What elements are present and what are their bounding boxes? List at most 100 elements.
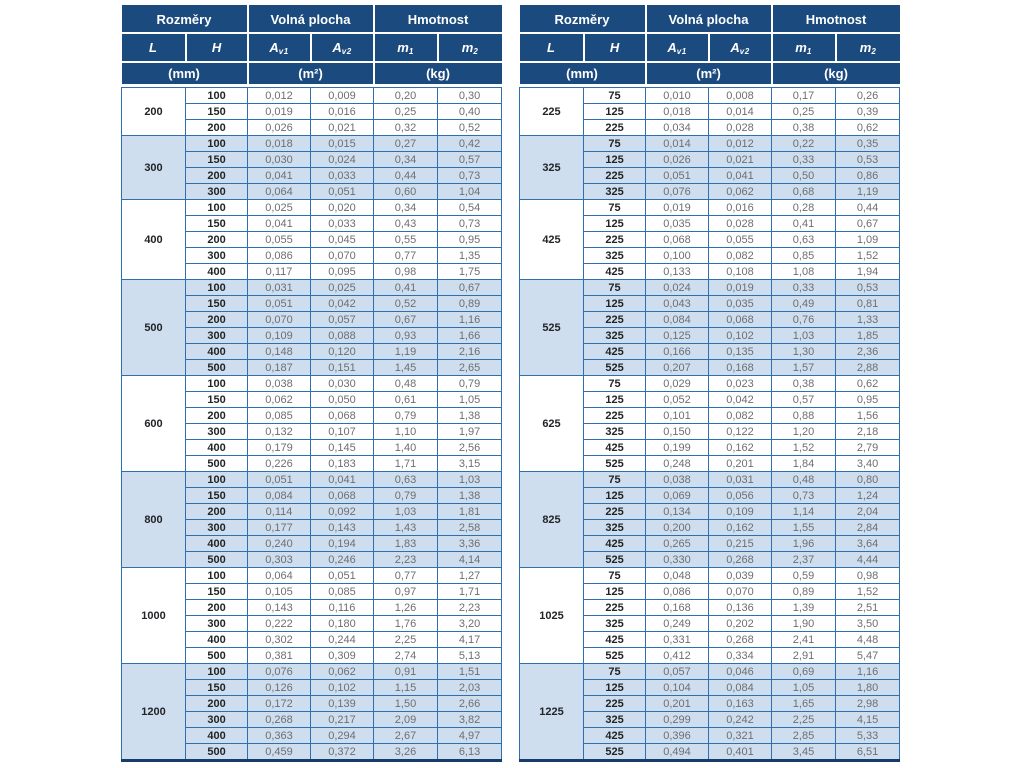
h-value-cell: 150 — [184, 295, 249, 312]
l-value-cell: 1000 — [121, 567, 186, 664]
l-value-cell: 200 — [121, 87, 186, 136]
value-cell: 0,041 — [310, 471, 375, 488]
value-cell: 0,93 — [373, 327, 439, 344]
h-value-cell: 325 — [582, 327, 647, 344]
col-header-Av2: Av2 — [708, 33, 773, 63]
table-row: 300 100 0,018 0,015 0,27 0,42 — [121, 135, 503, 200]
value-cell: 1,65 — [771, 695, 837, 712]
table-row: 500 0,226 0,183 1,71 3,15 — [122, 455, 503, 472]
table-row: 425 0,166 0,135 1,30 2,36 — [520, 343, 901, 360]
value-cell: 1,56 — [835, 407, 901, 424]
value-cell: 2,66 — [437, 695, 503, 712]
h-value-cell: 300 — [184, 615, 249, 632]
value-cell: 0,041 — [247, 167, 312, 184]
value-cell: 0,126 — [247, 679, 312, 696]
value-cell: 0,015 — [310, 135, 375, 152]
value-cell: 0,268 — [708, 551, 773, 568]
table-row: 225 0,084 0,068 0,76 1,33 — [520, 311, 901, 328]
table-row: 200 100 0,012 0,009 0,20 0,30 — [121, 87, 503, 136]
h-value-cell: 200 — [184, 167, 249, 184]
value-cell: 0,180 — [310, 615, 375, 632]
h-value-cell: 200 — [184, 407, 249, 424]
l-value-cell: 1200 — [121, 663, 186, 761]
table-row: 200 0,055 0,045 0,55 0,95 — [122, 231, 503, 248]
value-cell: 0,163 — [708, 695, 773, 712]
value-cell: 1,03 — [437, 471, 503, 488]
value-cell: 0,67 — [437, 279, 503, 296]
value-cell: 0,135 — [708, 343, 773, 360]
value-cell: 6,51 — [835, 743, 901, 761]
table-row: 150 0,030 0,024 0,34 0,57 — [122, 151, 503, 168]
value-cell: 0,194 — [310, 535, 375, 552]
value-cell: 0,55 — [373, 231, 439, 248]
value-cell: 0,116 — [310, 599, 375, 616]
table-row: 325 0,249 0,202 1,90 3,50 — [520, 615, 901, 632]
header-dimensions: Rozměry — [121, 6, 249, 34]
value-cell: 0,143 — [247, 599, 312, 616]
table-row: 325 0,200 0,162 1,55 2,84 — [520, 519, 901, 536]
value-cell: 0,019 — [645, 199, 710, 216]
value-cell: 3,40 — [835, 455, 901, 472]
value-cell: 0,014 — [708, 103, 773, 120]
value-cell: 1,85 — [835, 327, 901, 344]
h-value-cell: 500 — [184, 455, 249, 472]
value-cell: 0,082 — [708, 407, 773, 424]
table-row: 150 0,041 0,033 0,43 0,73 — [122, 215, 503, 232]
value-cell: 1,55 — [771, 519, 837, 536]
table-row: 500 0,303 0,246 2,23 4,14 — [122, 551, 503, 568]
h-value-cell: 525 — [582, 551, 647, 568]
value-cell: 0,242 — [708, 711, 773, 728]
col-header-L: L — [519, 33, 585, 63]
h-value-cell: 525 — [582, 359, 647, 376]
dimensions-table: Rozměry Volná plocha Hmotnost L H Av1 Av… — [519, 5, 901, 762]
value-cell: 0,95 — [835, 391, 901, 408]
h-value-cell: 150 — [184, 215, 249, 232]
value-cell: 0,201 — [708, 455, 773, 472]
value-cell: 0,334 — [708, 647, 773, 664]
table-row: 200 0,070 0,057 0,67 1,16 — [122, 311, 503, 328]
value-cell: 2,85 — [771, 727, 837, 744]
table-row: 125 0,086 0,070 0,89 1,52 — [520, 583, 901, 600]
h-value-cell: 325 — [582, 183, 647, 200]
value-cell: 0,095 — [310, 263, 375, 280]
value-cell: 0,102 — [310, 679, 375, 696]
value-cell: 0,268 — [708, 631, 773, 648]
value-cell: 0,179 — [247, 439, 312, 456]
table-row: 625 75 0,029 0,023 0,38 0,62 — [519, 375, 901, 472]
value-cell: 0,268 — [247, 711, 312, 728]
col-header-Av2: Av2 — [310, 33, 375, 63]
table-row: 150 0,019 0,016 0,25 0,40 — [122, 103, 503, 120]
table-row: 400 100 0,025 0,020 0,34 0,54 — [121, 199, 503, 280]
h-value-cell: 100 — [184, 567, 249, 584]
value-cell: 0,057 — [645, 663, 710, 680]
table-row: 325 0,100 0,082 0,85 1,52 — [520, 247, 901, 264]
value-cell: 0,064 — [247, 183, 312, 200]
table-row: 800 100 0,051 0,041 0,63 1,03 — [121, 471, 503, 568]
value-cell: 2,16 — [437, 343, 503, 360]
value-cell: 1,45 — [373, 359, 439, 376]
value-cell: 2,23 — [373, 551, 439, 568]
value-cell: 0,100 — [645, 247, 710, 264]
h-value-cell: 100 — [184, 135, 249, 152]
value-cell: 1,16 — [835, 663, 901, 680]
h-value-cell: 200 — [184, 119, 249, 136]
value-cell: 0,39 — [835, 103, 901, 120]
value-cell: 0,217 — [310, 711, 375, 728]
value-cell: 0,35 — [835, 135, 901, 152]
h-value-cell: 500 — [184, 359, 249, 376]
h-value-cell: 150 — [184, 151, 249, 168]
value-cell: 0,79 — [373, 487, 439, 504]
header-weight: Hmotnost — [373, 6, 502, 34]
value-cell: 1,66 — [437, 327, 503, 344]
table-row: 400 0,240 0,194 1,83 3,36 — [122, 535, 503, 552]
value-cell: 5,47 — [835, 647, 901, 664]
value-cell: 2,74 — [373, 647, 439, 664]
table-row: 500 0,381 0,309 2,74 5,13 — [122, 647, 503, 664]
h-value-cell: 400 — [184, 535, 249, 552]
value-cell: 0,026 — [645, 151, 710, 168]
value-cell: 0,34 — [373, 151, 439, 168]
value-cell: 0,102 — [708, 327, 773, 344]
value-cell: 2,25 — [771, 711, 837, 728]
l-value-cell: 625 — [519, 375, 584, 472]
h-value-cell: 400 — [184, 343, 249, 360]
